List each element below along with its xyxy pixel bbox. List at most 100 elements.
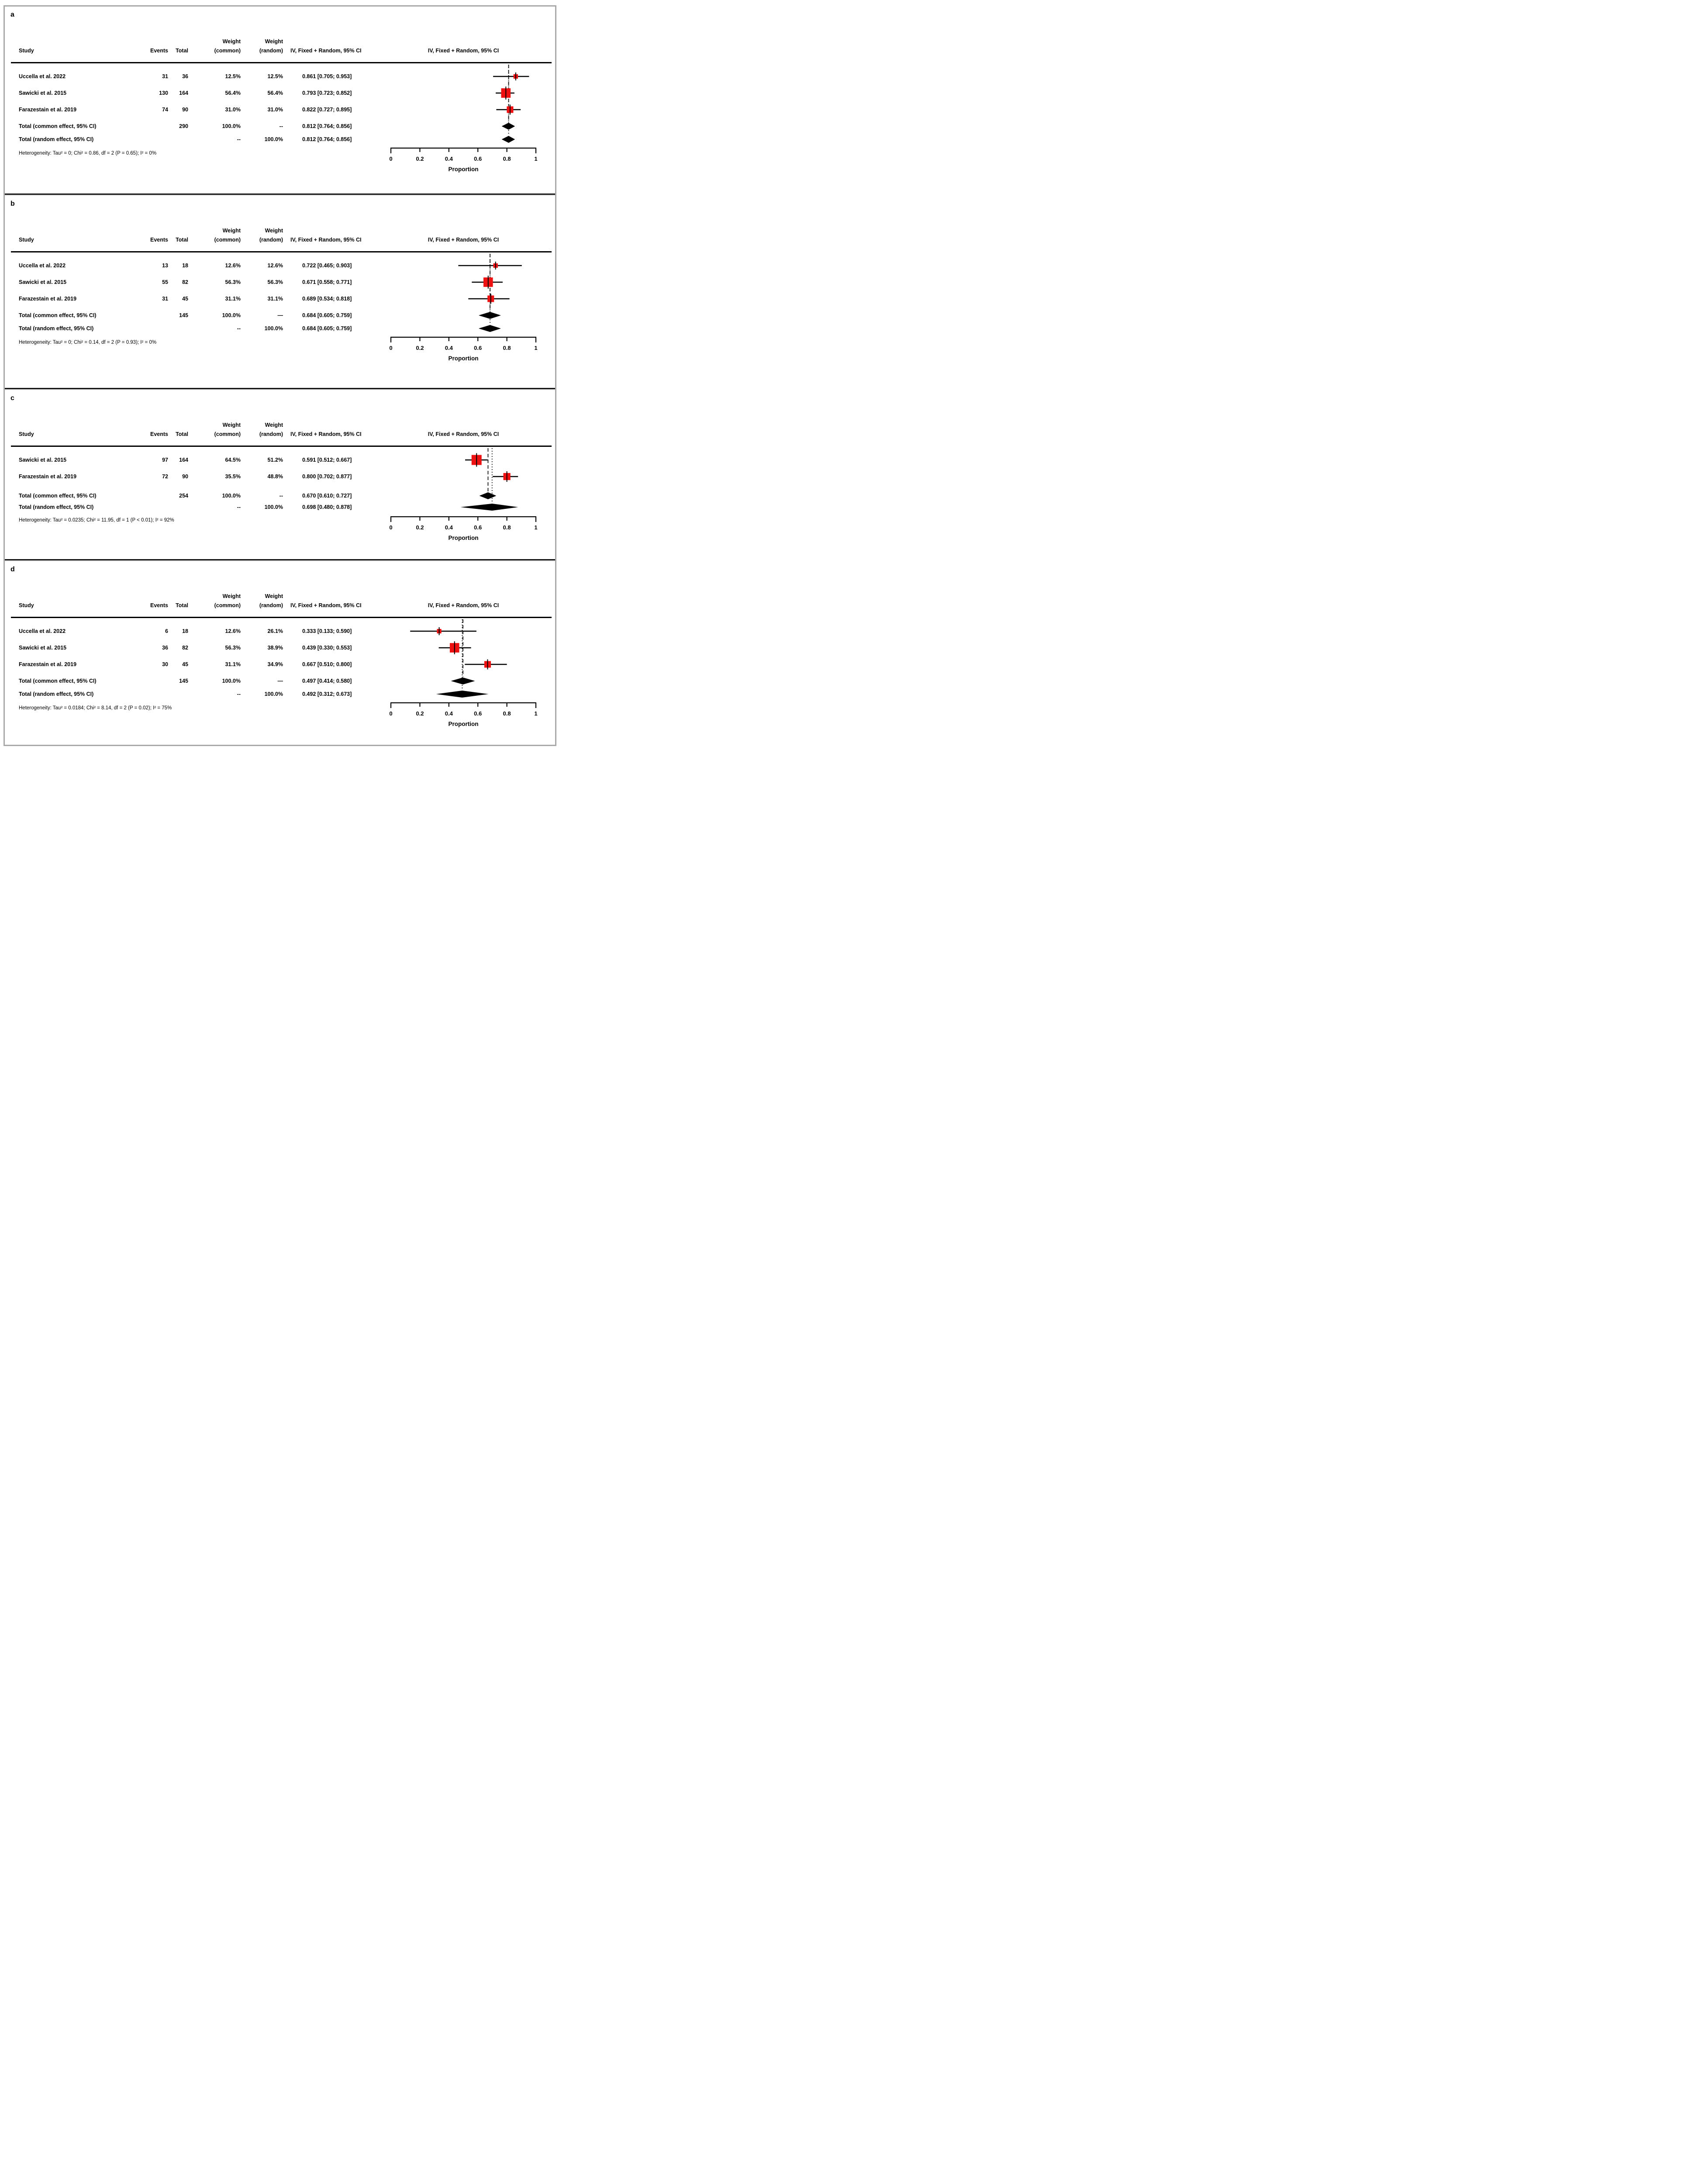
forest-plot-b: 0 0.2 0.4 0.6 0.8 1 Proportion [389, 254, 538, 362]
axis-tick-label: 0.8 [503, 156, 511, 162]
total-row-effect-ci: 0.698 [0.480; 0.878] [302, 504, 352, 510]
col-header-weight-random-line1: Weight [265, 593, 283, 599]
study-weight-common: 31.1% [225, 661, 241, 667]
total-row-total: 145 [179, 312, 188, 318]
panel-d: d Weight Weight Study Events Total (common) (ra… [5, 561, 555, 745]
study-weight-random: 51.2% [267, 457, 283, 463]
study-name: Uccella et al. 2022 [19, 73, 66, 79]
col-header-weight-common-line1: Weight [222, 38, 241, 45]
axis-tick-label: 0 [389, 156, 392, 162]
axis-tick-label: 1 [534, 524, 537, 531]
total-row-weight-common: -- [237, 325, 241, 332]
total-row-weight-common: -- [237, 691, 241, 697]
total-row-weight-random: -- [279, 123, 283, 129]
col-header-effect-ci: IV, Fixed + Random, 95% CI [290, 48, 362, 54]
study-weight-random: 12.6% [267, 263, 283, 269]
total-row-label: Total (common effect, 95% CI) [19, 123, 97, 129]
total-row-label: Total (common effect, 95% CI) [19, 678, 97, 684]
axis-tick-label: 1 [534, 345, 537, 351]
total-row-label: Total (random effect, 95% CI) [19, 136, 94, 142]
diamond-common [478, 312, 501, 319]
col-header-weight-common: (common) [214, 431, 241, 437]
total-row-label: Total (random effect, 95% CI) [19, 691, 94, 697]
study-total: 45 [182, 296, 188, 302]
effect-square [501, 88, 511, 98]
axis-tick-label: 0.6 [474, 710, 482, 717]
study-events: 31 [162, 73, 168, 79]
study-events: 6 [165, 628, 168, 634]
study-name: Uccella et al. 2022 [19, 263, 66, 269]
study-effect-ci: 0.667 [0.510; 0.800] [302, 661, 352, 667]
heterogeneity-note: Heterogeneity: Tau² = 0.0235; Chi² = 11.… [19, 518, 174, 523]
diamond-common [479, 492, 497, 499]
axis-tick-label: 0 [389, 524, 392, 531]
total-row-effect-ci: 0.670 [0.610; 0.727] [302, 493, 352, 499]
study-events: 130 [159, 90, 168, 96]
axis-title: Proportion [449, 166, 479, 173]
total-row-weight-common: 100.0% [222, 493, 241, 499]
effect-square [493, 263, 498, 268]
study-total: 90 [182, 107, 188, 113]
study-total: 164 [179, 90, 188, 96]
study-weight-common: 35.5% [225, 473, 241, 480]
study-events: 31 [162, 296, 168, 302]
study-events: 74 [162, 107, 168, 113]
axis-tick-label: 1 [534, 710, 537, 717]
study-effect-ci: 0.822 [0.727; 0.895] [302, 107, 352, 113]
study-events: 36 [162, 645, 168, 651]
study-weight-random: 56.3% [267, 279, 283, 285]
effect-square [471, 455, 482, 465]
study-total: 36 [182, 73, 188, 79]
total-row-weight-random: 100.0% [264, 691, 283, 697]
panel-divider [5, 559, 555, 561]
col-header-weight-common-line1: Weight [222, 422, 241, 428]
col-header-weight-random-line1: Weight [265, 38, 283, 45]
total-row-total: 145 [179, 678, 188, 684]
col-header-total: Total [176, 48, 188, 54]
effect-square [437, 629, 442, 634]
panel-b: b Weight Weight Study Events Total (common) (ra… [5, 196, 555, 388]
effect-square [483, 277, 493, 287]
study-events: 55 [162, 279, 168, 285]
study-name: Sawicki et al. 2015 [19, 645, 67, 651]
col-header-events: Events [150, 48, 168, 54]
heterogeneity-note: Heterogeneity: Tau² = 0.0184; Chi² = 8.1… [19, 705, 172, 711]
total-row-weight-common: -- [237, 504, 241, 510]
total-row-total: 254 [179, 493, 188, 499]
study-weight-common: 56.3% [225, 645, 241, 651]
effect-square [507, 106, 514, 113]
panel-label-b: b [10, 200, 15, 207]
diamond-random [501, 136, 515, 143]
header-rule [11, 251, 552, 252]
total-row-label: Total (common effect, 95% CI) [19, 493, 97, 499]
col-header-plot: IV, Fixed + Random, 95% CI [428, 602, 499, 608]
col-header-total: Total [176, 602, 188, 608]
study-weight-random: 31.1% [267, 296, 283, 302]
study-weight-random: 31.0% [267, 107, 283, 113]
heterogeneity-note: Heterogeneity: Tau² = 0; Chi² = 0.14, df… [19, 340, 157, 345]
total-row-effect-ci: 0.684 [0.605; 0.759] [302, 325, 352, 332]
diamond-random [436, 691, 489, 698]
total-row-effect-ci: 0.684 [0.605; 0.759] [302, 312, 352, 318]
study-weight-common: 12.6% [225, 628, 241, 634]
col-header-weight-random-line1: Weight [265, 228, 283, 234]
axis-tick-label: 1 [534, 156, 537, 162]
study-name: Farazestain et al. 2019 [19, 107, 77, 113]
study-effect-ci: 0.333 [0.133; 0.590] [302, 628, 352, 634]
effect-square [487, 295, 494, 302]
study-weight-common: 12.6% [225, 263, 241, 269]
header-rule [11, 617, 552, 618]
col-header-total: Total [176, 431, 188, 437]
total-row-weight-common: 100.0% [222, 123, 241, 129]
study-effect-ci: 0.689 [0.534; 0.818] [302, 296, 352, 302]
total-row-effect-ci: 0.812 [0.764; 0.856] [302, 136, 352, 142]
effect-square [484, 661, 491, 668]
study-total: 18 [182, 628, 188, 634]
header-rule [11, 62, 552, 63]
panel-divider [5, 194, 555, 196]
study-total: 90 [182, 473, 188, 480]
col-header-effect-ci: IV, Fixed + Random, 95% CI [290, 602, 362, 608]
study-effect-ci: 0.861 [0.705; 0.953] [302, 73, 352, 79]
col-header-events: Events [150, 431, 168, 437]
total-row-weight-common: -- [237, 136, 241, 142]
